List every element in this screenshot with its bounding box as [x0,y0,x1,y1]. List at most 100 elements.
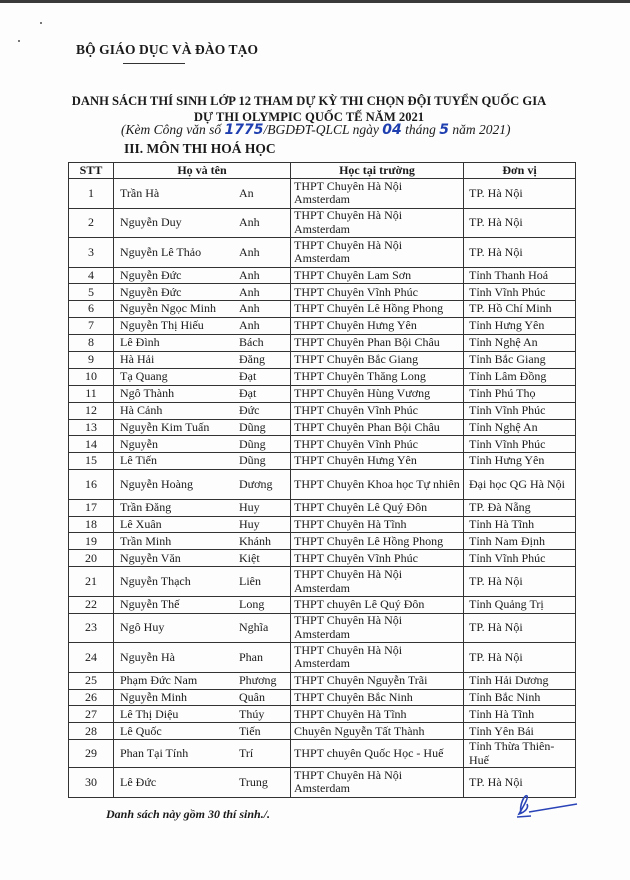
ministry-name: BỘ GIÁO DỤC VÀ ĐÀO TẠO [76,42,259,57]
reference-mid2: tháng [401,122,440,137]
cell-school: THPT Chuyên Lê Hồng Phong [290,532,464,551]
cell-unit: Tỉnh Hưng Yên [463,317,576,336]
cell-first-name: Anh [235,283,291,302]
cell-school: THPT Chuyên Vĩnh Phúc [290,435,464,454]
cell-unit: Tỉnh Hải Dương [463,671,576,690]
cell-unit: TP. Hà Nội [463,178,576,209]
cell-stt: 2 [68,207,114,238]
cell-school: Chuyên Nguyễn Tất Thành [290,722,464,741]
cell-stt: 10 [68,367,114,386]
cell-last-middle-name: Nguyễn Duy [113,207,235,238]
cell-school: THPT Chuyên Hà Tĩnh [290,705,464,724]
cell-stt: 15 [68,452,114,471]
cell-stt: 18 [68,515,114,534]
table-row: 27 Lê Thị Diệu Thúy THPT Chuyên Hà Tĩnh Tỉnh… [68,705,576,724]
cell-unit: Tỉnh Bắc Ninh [463,688,576,707]
table-row: 20 Nguyễn Văn Kiệt THPT Chuyên Vĩnh Phúc Tỉn… [68,549,576,568]
cell-first-name: Đạt [235,384,291,403]
handwritten-day: 04 [382,122,402,138]
table-row: 11 Ngô Thành Đạt THPT Chuyên Hùng Vương Tỉnh… [68,384,576,403]
cell-stt: 25 [68,671,114,690]
cell-unit: TP. Hà Nội [463,237,576,268]
cell-school: THPT Chuyên Hùng Vương [290,384,464,403]
cell-stt: 6 [68,300,114,319]
table-row: 1 Trần Hà An THPT Chuyên Hà Nội Amsterdam TP… [68,178,576,209]
cell-first-name: Anh [235,237,291,268]
cell-school: THPT Chuyên Lê Hồng Phong [290,300,464,319]
cell-school: THPT Chuyên Hà Nội Amsterdam [290,767,464,798]
cell-unit: Tỉnh Hưng Yên [463,452,576,471]
cell-last-middle-name: Lê Xuân [113,515,235,534]
cell-first-name: Dũng [235,418,291,437]
cell-last-middle-name: Lê Thị Diệu [113,705,235,724]
cell-last-middle-name: Trần Đăng [113,498,235,517]
table-row: 9 Hà Hải Đăng THPT Chuyên Bắc Giang Tỉnh Bắc… [68,350,576,369]
table-row: 13 Nguyễn Kim Tuấn Dũng THPT Chuyên Phan Bộ… [68,418,576,437]
cell-first-name: An [235,178,291,209]
header-school: Học tại trường [290,162,464,179]
scan-edge [0,0,630,3]
handwritten-month: 5 [439,122,449,138]
table-row: 3 Nguyễn Lê Thảo Anh THPT Chuyên Hà Nội Ams… [68,237,576,268]
cell-school: THPT Chuyên Hà Nội Amsterdam [290,612,464,644]
table-row: 26 Nguyễn Minh Quân THPT Chuyên Bắc Ninh Tỉn… [68,688,576,707]
cell-stt: 22 [68,595,114,614]
cell-last-middle-name: Nguyễn Kim Tuấn [113,418,235,437]
cell-unit: Tỉnh Nghệ An [463,418,576,437]
cell-last-middle-name: Trần Hà [113,178,235,209]
table-row: 4 Nguyễn Đức Anh THPT Chuyên Lam Sơn Tỉnh Th… [68,266,576,285]
cell-unit: Tỉnh Vĩnh Phúc [463,435,576,454]
cell-last-middle-name: Nguyễn Hà [113,642,235,673]
table-row: 8 Lê Đình Bách THPT Chuyên Phan Bội Châu Tỉn… [68,334,576,352]
cell-stt: 5 [68,283,114,302]
cell-school: THPT Chuyên Khoa học Tự nhiên [290,469,464,500]
cell-last-middle-name: Nguyễn Văn [113,549,235,568]
cell-first-name: Dương [235,469,291,500]
cell-last-middle-name: Phan Tại Tính [113,739,235,769]
cell-last-middle-name: Phạm Đức Nam [113,671,235,690]
cell-first-name: Anh [235,317,291,336]
cell-unit: Tỉnh Bắc Giang [463,350,576,369]
ministry-underline [123,63,185,64]
cell-stt: 4 [68,266,114,285]
cell-last-middle-name: Lê Tiến [113,452,235,471]
cell-last-middle-name: Trần Minh [113,532,235,551]
cell-school: THPT Chuyên Lam Sơn [290,266,464,285]
cell-unit: Tỉnh Vĩnh Phúc [463,283,576,302]
cell-stt: 1 [68,178,114,209]
cell-stt: 13 [68,418,114,437]
cell-last-middle-name: Lê Đình [113,334,235,352]
cell-first-name: Đức [235,401,291,420]
cell-last-middle-name: Nguyễn Hoàng [113,469,235,500]
cell-unit: TP. Hà Nội [463,207,576,238]
cell-unit: TP. Hà Nội [463,642,576,673]
cell-unit: Tỉnh Nam Định [463,532,576,551]
cell-first-name: Bách [235,334,291,352]
cell-first-name: Huy [235,515,291,534]
table-row: 14 Nguyễn Dũng THPT Chuyên Vĩnh Phúc Tỉnh Vĩ… [68,435,576,454]
table-row: 25 Phạm Đức Nam Phương THPT Chuyên Nguyễn T… [68,671,576,690]
cell-last-middle-name: Nguyễn Lê Thảo [113,237,235,268]
cell-stt: 27 [68,705,114,724]
cell-school: THPT Chuyên Phan Bội Châu [290,334,464,352]
cell-first-name: Dũng [235,435,291,454]
cell-unit: Tỉnh Hà Tĩnh [463,515,576,534]
cell-first-name: Đạt [235,367,291,386]
cell-first-name: Phương [235,671,291,690]
reference-mid1: /BGDĐT-QLCL ngày [263,122,383,137]
cell-last-middle-name: Nguyễn Thế [113,595,235,614]
cell-stt: 20 [68,549,114,568]
cell-unit: Tỉnh Hà Tĩnh [463,705,576,724]
table-row: 15 Lê Tiến Dũng THPT Chuyên Hưng Yên Tỉnh Hư… [68,452,576,471]
cell-last-middle-name: Nguyễn Thạch [113,566,235,597]
document-title-line2: DỰ THI OLYMPIC QUỐC TẾ NĂM 2021 [193,110,425,124]
cell-school: THPT Chuyên Bắc Giang [290,350,464,369]
footer-note: Danh sách này gồm 30 thí sinh./. [106,807,271,821]
header-stt: STT [68,162,114,179]
cell-school: THPT Chuyên Thăng Long [290,367,464,386]
cell-stt: 14 [68,435,114,454]
table-row: 19 Trần Minh Khánh THPT Chuyên Lê Hồng Phon… [68,532,576,551]
scan-speck [40,22,42,24]
signature-initials [516,794,578,818]
document-title-line1: DANH SÁCH THÍ SINH LỚP 12 THAM DỰ KỲ THI… [71,94,547,108]
